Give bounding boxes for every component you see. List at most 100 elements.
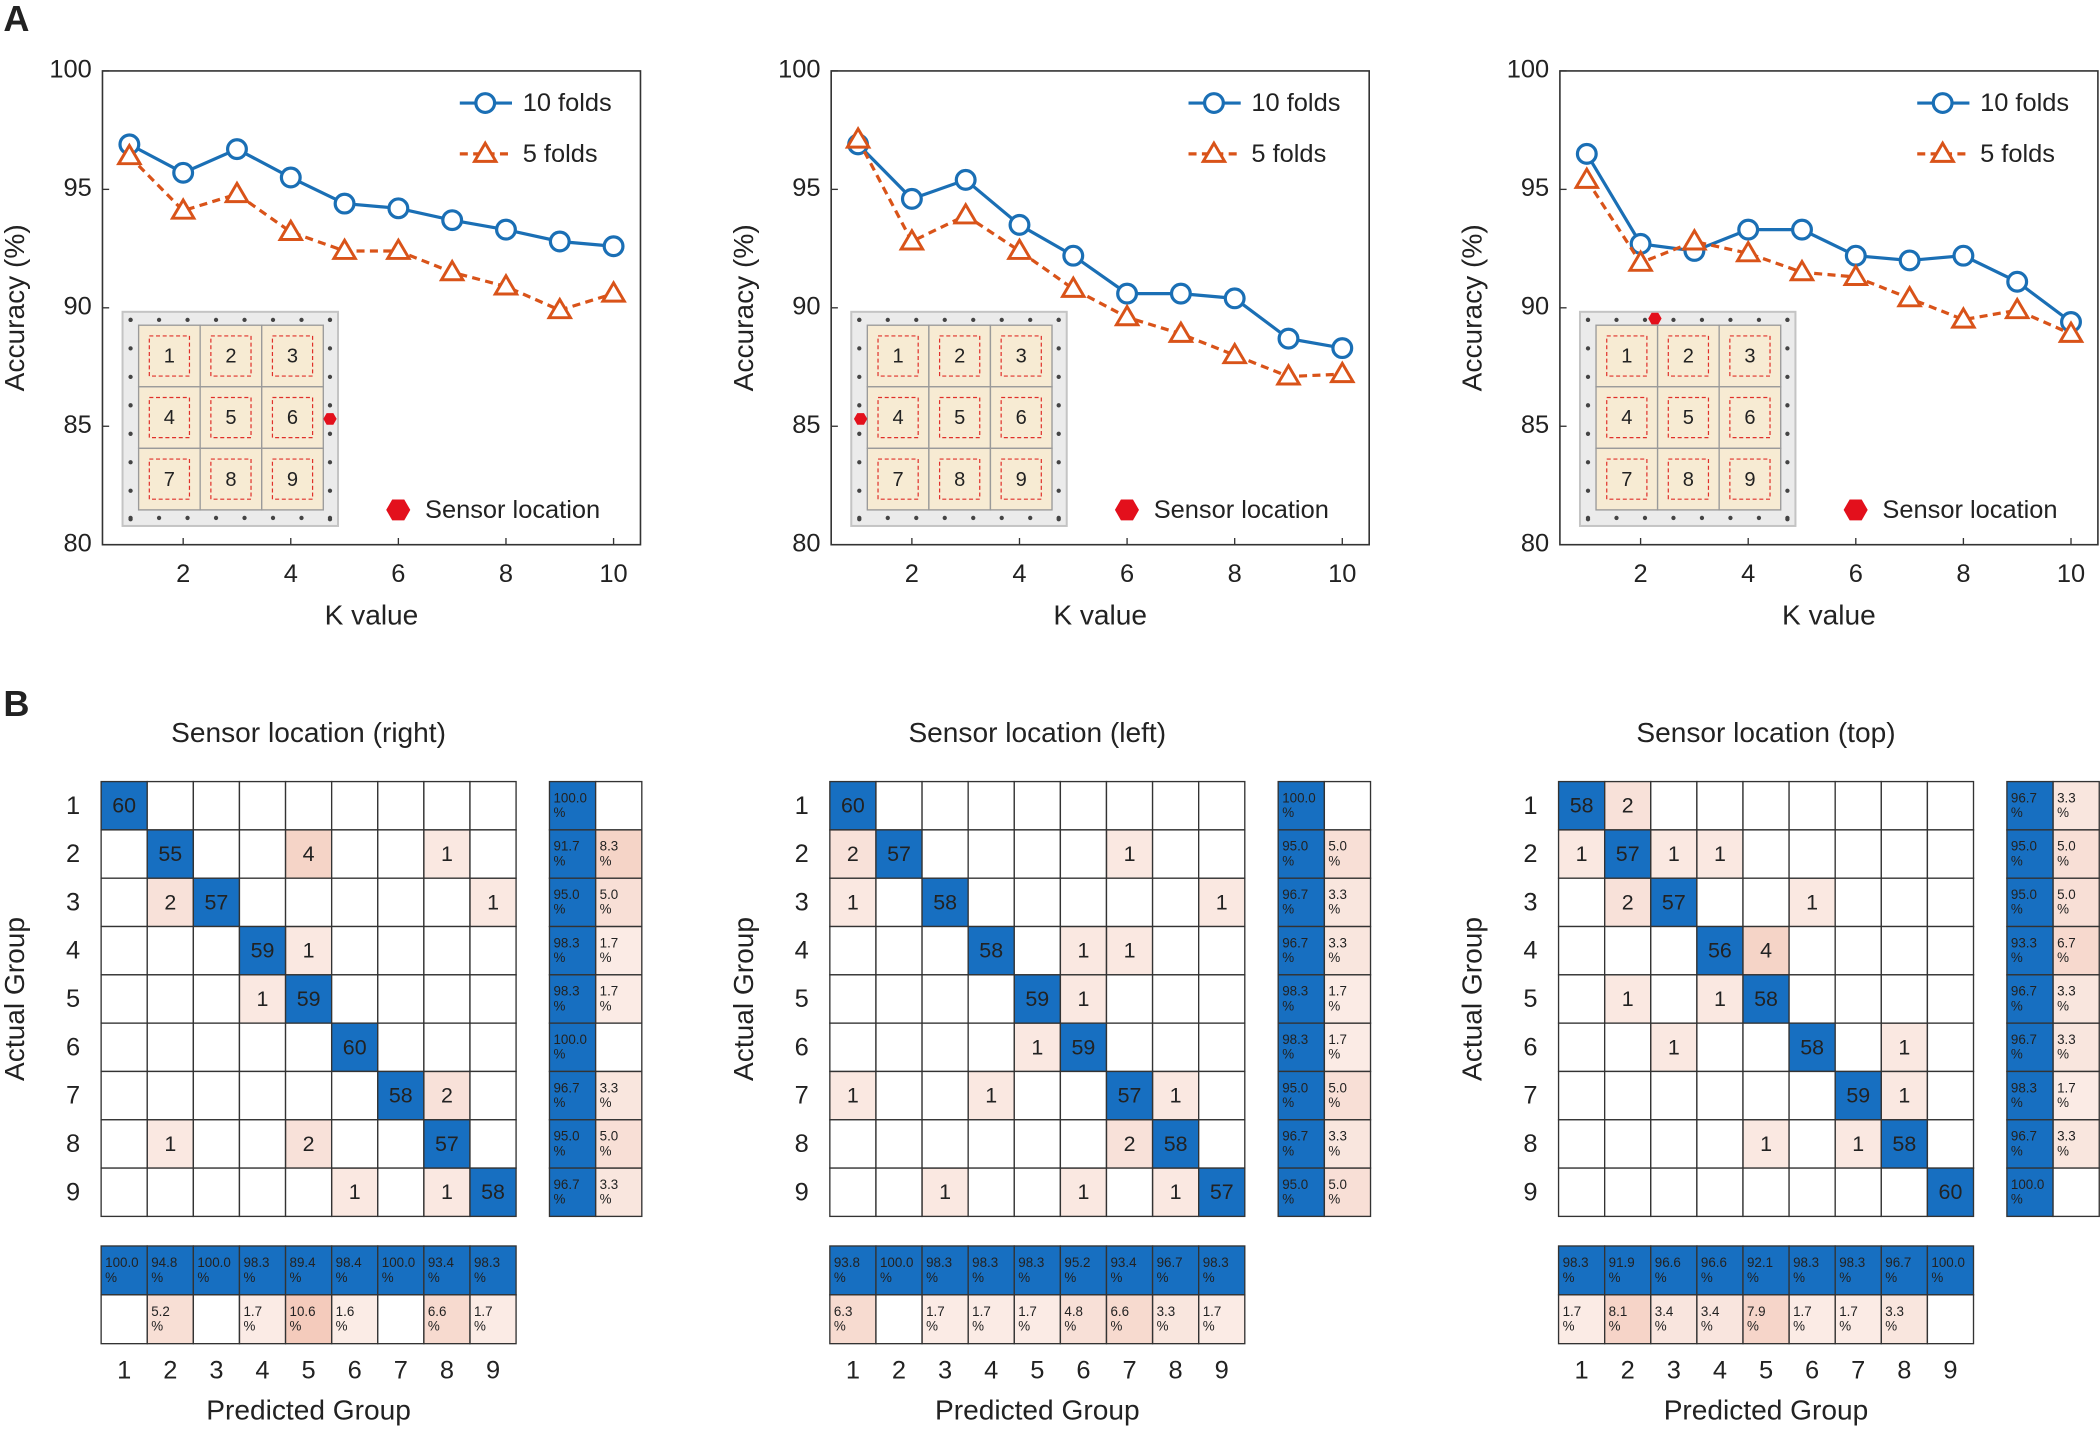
bolt <box>299 515 304 521</box>
empty-cell <box>875 1022 923 1073</box>
cell-value: 1 <box>1622 987 1634 1011</box>
empty-cell <box>921 1022 969 1073</box>
inset-tile-border <box>877 396 919 439</box>
y-axis-label: Actual Group <box>1457 917 1488 1081</box>
marker <box>1275 362 1302 386</box>
empty-cell <box>284 1022 333 1073</box>
empty-cell <box>829 974 877 1024</box>
bolt <box>999 317 1004 322</box>
summary-label: 98.3% <box>1839 1255 1865 1285</box>
row-label: 5 <box>1523 985 1537 1013</box>
empty-cell <box>1650 1119 1698 1169</box>
summary-cell <box>1650 1245 1698 1296</box>
bolt <box>213 317 219 322</box>
y-axis-label: Accuracy (%) <box>0 224 30 391</box>
inset-label: 7 <box>164 469 175 491</box>
summary-label: 98.3% <box>474 1255 500 1285</box>
bolt <box>1056 488 1061 493</box>
empty-cell <box>377 1167 425 1218</box>
x-tick-label: 8 <box>499 560 513 588</box>
cell-value: 1 <box>1806 890 1818 914</box>
marker <box>172 161 195 184</box>
summary-label: 98.3% <box>553 935 579 965</box>
summary-label: 4.8% <box>1064 1303 1083 1333</box>
inset-label: 2 <box>954 346 965 368</box>
empty-cell <box>100 877 148 928</box>
cell-value: 1 <box>985 1084 997 1108</box>
cell-value: 60 <box>112 794 136 818</box>
bolt <box>128 488 133 493</box>
inset-tile-border <box>877 458 919 500</box>
summary-label: 96.7% <box>1885 1255 1911 1285</box>
x-axis-label: K value <box>325 599 419 630</box>
empty-cell <box>1788 925 1836 976</box>
cell-value: 57 <box>1616 842 1640 866</box>
summary-label: 96.7% <box>1157 1255 1183 1285</box>
empty-cell <box>1603 1022 1652 1073</box>
col-label: 5 <box>1030 1356 1044 1384</box>
summary-cell <box>1059 1294 1108 1345</box>
empty-cell <box>1788 974 1836 1024</box>
marker <box>1006 237 1033 260</box>
cell-value: 56 <box>1708 939 1732 963</box>
summary-label: 5.0% <box>1328 838 1347 868</box>
summary-cell <box>594 1119 643 1169</box>
summary-label: 5.0% <box>600 1128 619 1158</box>
empty-cell <box>1151 829 1200 879</box>
bolt <box>1056 374 1061 379</box>
summary-cell <box>548 877 597 928</box>
cell-value: 57 <box>1118 1084 1142 1108</box>
summary-cell <box>2006 1167 2054 1218</box>
empty-cell <box>1880 780 1929 831</box>
matrix-cell <box>1557 829 1606 879</box>
legend-marker <box>471 140 499 163</box>
empty-cell <box>1198 780 1246 831</box>
empty-cell <box>1650 974 1698 1024</box>
summary-cell <box>1742 1245 1790 1296</box>
summary-cell <box>469 1294 517 1345</box>
bolt <box>242 515 247 521</box>
cell-value: 59 <box>1025 987 1049 1011</box>
empty-cell <box>1151 877 1200 928</box>
legend-marker <box>1200 140 1228 163</box>
empty-cell <box>423 925 471 976</box>
empty-cell <box>1834 974 1882 1024</box>
inset-tile-border <box>938 396 981 439</box>
matrix-title: Sensor location (left) <box>908 717 1166 748</box>
y-tick-label: 95 <box>1521 174 1549 202</box>
matrix-cell <box>1834 1119 1882 1169</box>
bolt <box>1585 317 1591 322</box>
bolt <box>885 515 890 521</box>
matrix-cell <box>1696 974 1744 1024</box>
bolt <box>1056 431 1061 436</box>
summary-label: 3.3% <box>2057 1031 2076 1061</box>
bolt <box>327 374 333 379</box>
summary-cell <box>594 974 643 1024</box>
row-label: 3 <box>795 888 809 916</box>
col-label: 7 <box>394 1356 408 1384</box>
col-label: 9 <box>1215 1356 1229 1384</box>
bolt <box>128 374 133 379</box>
bolt <box>327 317 333 322</box>
row-label: 2 <box>1523 840 1537 868</box>
bolt <box>1785 346 1790 351</box>
empty-cell <box>192 780 241 831</box>
cell-value: 59 <box>1846 1084 1870 1108</box>
cell-value: 1 <box>164 1132 176 1156</box>
empty-cell <box>1696 877 1744 928</box>
row-label: 6 <box>66 1033 80 1061</box>
empty-cell <box>1059 1119 1108 1169</box>
empty-cell <box>423 780 471 831</box>
sensor-legend-label: Sensor location <box>425 496 600 524</box>
empty-cell <box>1926 1119 1975 1169</box>
row-label: 6 <box>1523 1033 1537 1061</box>
matrix-cell <box>1059 1022 1108 1073</box>
summary-label: 95.0% <box>553 1128 579 1158</box>
empty-cell <box>238 829 287 879</box>
legend-marker <box>474 92 497 115</box>
y-tick-label: 85 <box>63 411 91 439</box>
bolt <box>1671 317 1676 322</box>
empty-cell <box>1926 1022 1975 1073</box>
marker <box>1791 218 1813 241</box>
summary-label: 95.0% <box>1282 838 1308 868</box>
